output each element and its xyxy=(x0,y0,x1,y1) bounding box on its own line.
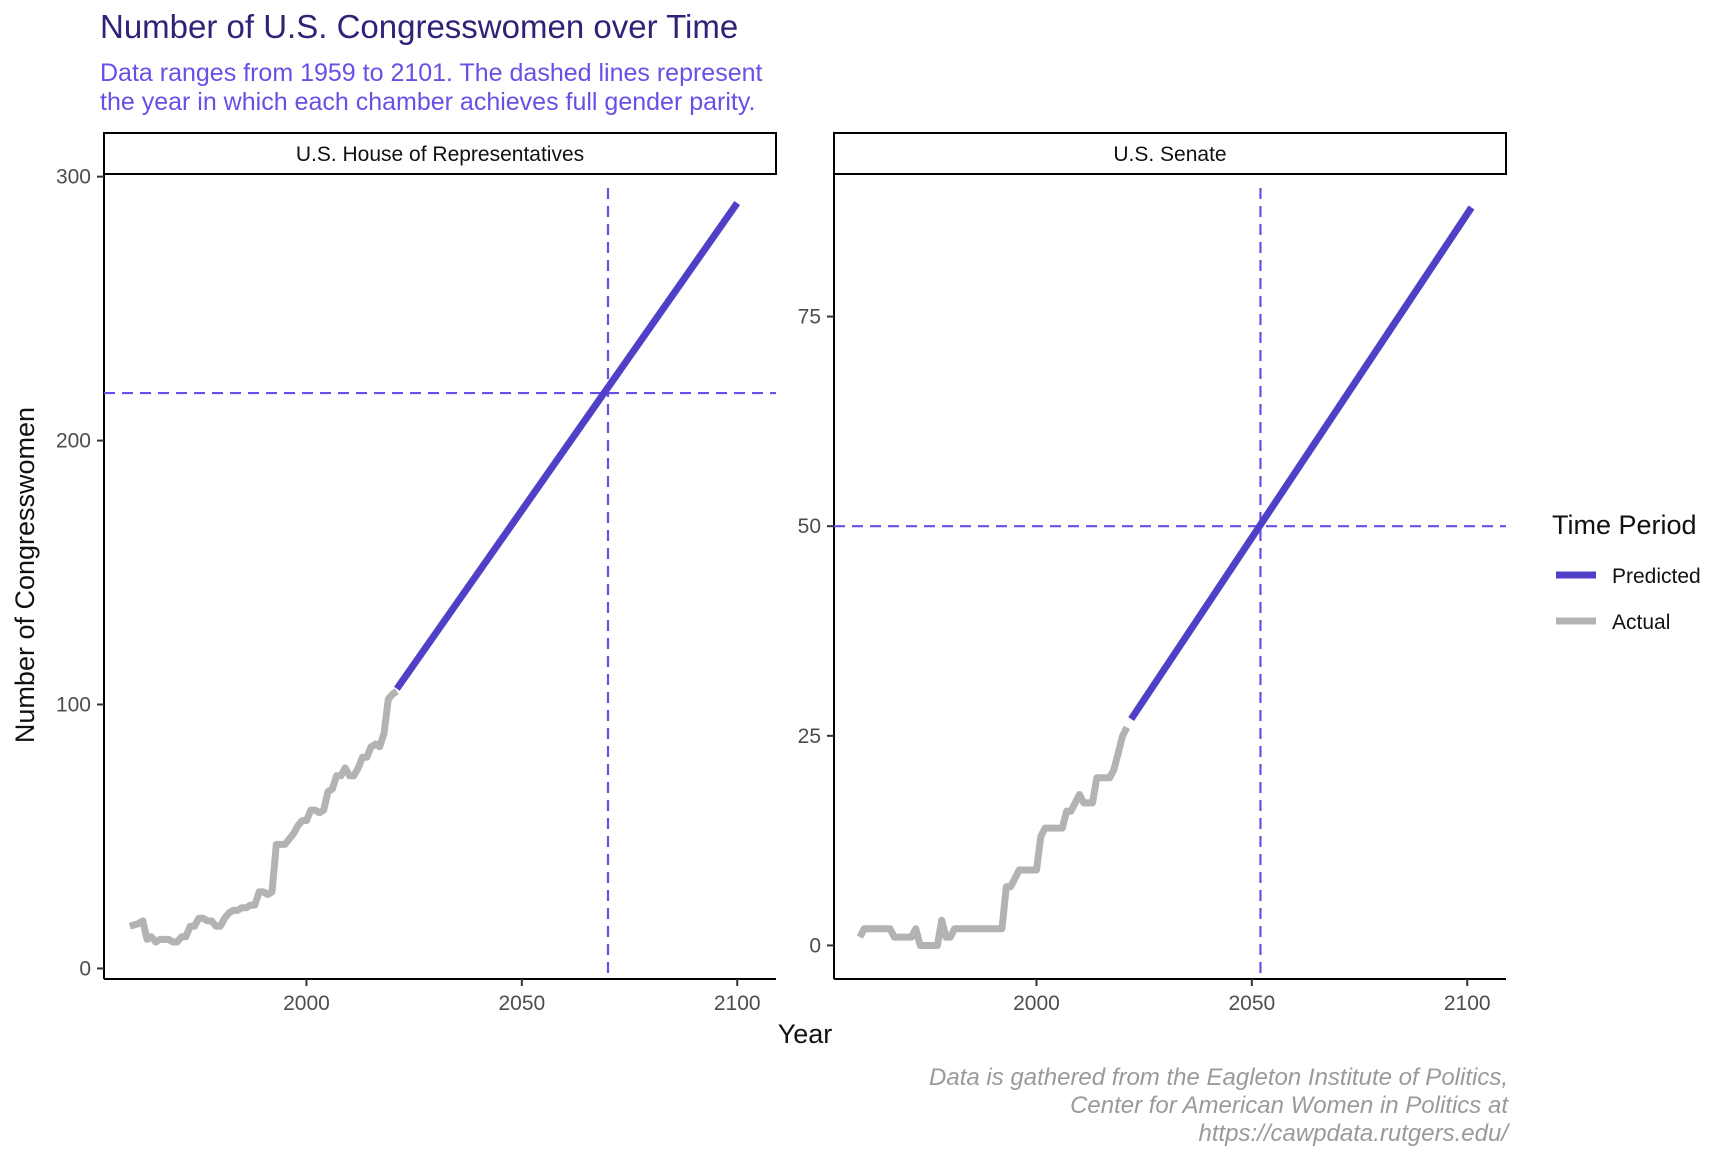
senate-x-tick-label: 2000 xyxy=(1013,992,1060,1015)
house-y-tick-label: 300 xyxy=(56,166,91,189)
house-x-tick-label: 2000 xyxy=(283,992,330,1015)
senate-series-actual-line xyxy=(856,725,1131,949)
senate-series-predicted-line xyxy=(1128,205,1475,722)
facet-house: U.S. House of Representatives 0 100 200 300… xyxy=(56,132,777,1015)
legend-label-actual: Actual xyxy=(1612,611,1670,634)
caption-line-1: Data is gathered from the Eagleton Insti… xyxy=(929,1064,1508,1091)
legend: Time Period Predicted Actual xyxy=(1552,510,1701,634)
senate-y-tick-label: 0 xyxy=(809,934,821,957)
senate-y-tick-label: 75 xyxy=(798,306,821,329)
house-y-tick-label: 0 xyxy=(79,957,91,980)
caption-line-3: https://cawpdata.rutgers.edu/ xyxy=(1198,1120,1510,1147)
facet-senate-plot: 0 25 50 75 2000 2050 2100 xyxy=(798,174,1506,1015)
senate-y-tick-label: 25 xyxy=(798,725,821,748)
house-series-actual-line xyxy=(128,688,399,946)
chart-subtitle-line-2: the year in which each chamber achieves … xyxy=(100,88,755,116)
caption-line-2: Center for American Women in Politics at xyxy=(1070,1092,1509,1119)
y-axis-title: Number of Congresswomen xyxy=(10,407,40,743)
facet-house-strip xyxy=(103,132,777,175)
facet-senate-strip-label: U.S. Senate xyxy=(1113,143,1226,166)
house-series-predicted-line xyxy=(394,200,741,691)
facet-senate-strip xyxy=(833,132,1507,175)
facet-senate: U.S. Senate 0 25 50 75 2000 2050 2100 xyxy=(798,132,1507,1015)
chart-title: Number of U.S. Congresswomen over Time xyxy=(100,8,738,45)
senate-x-tick-label: 2100 xyxy=(1444,992,1491,1015)
house-x-tick-label: 2050 xyxy=(498,992,545,1015)
legend-title: Time Period xyxy=(1552,510,1697,540)
senate-y-tick-label: 50 xyxy=(798,515,821,538)
senate-x-tick-label: 2050 xyxy=(1228,992,1275,1015)
chart-subtitle-line-1: Data ranges from 1959 to 2101. The dashe… xyxy=(100,59,763,87)
house-y-tick-label: 100 xyxy=(56,694,91,717)
x-axis-title: Year xyxy=(778,1019,833,1049)
legend-label-predicted: Predicted xyxy=(1612,565,1701,588)
house-y-tick-label: 200 xyxy=(56,430,91,453)
facet-house-strip-label: U.S. House of Representatives xyxy=(296,143,584,166)
house-x-tick-label: 2100 xyxy=(714,992,761,1015)
facet-house-plot: 0 100 200 300 2000 2050 2100 xyxy=(56,166,776,1015)
